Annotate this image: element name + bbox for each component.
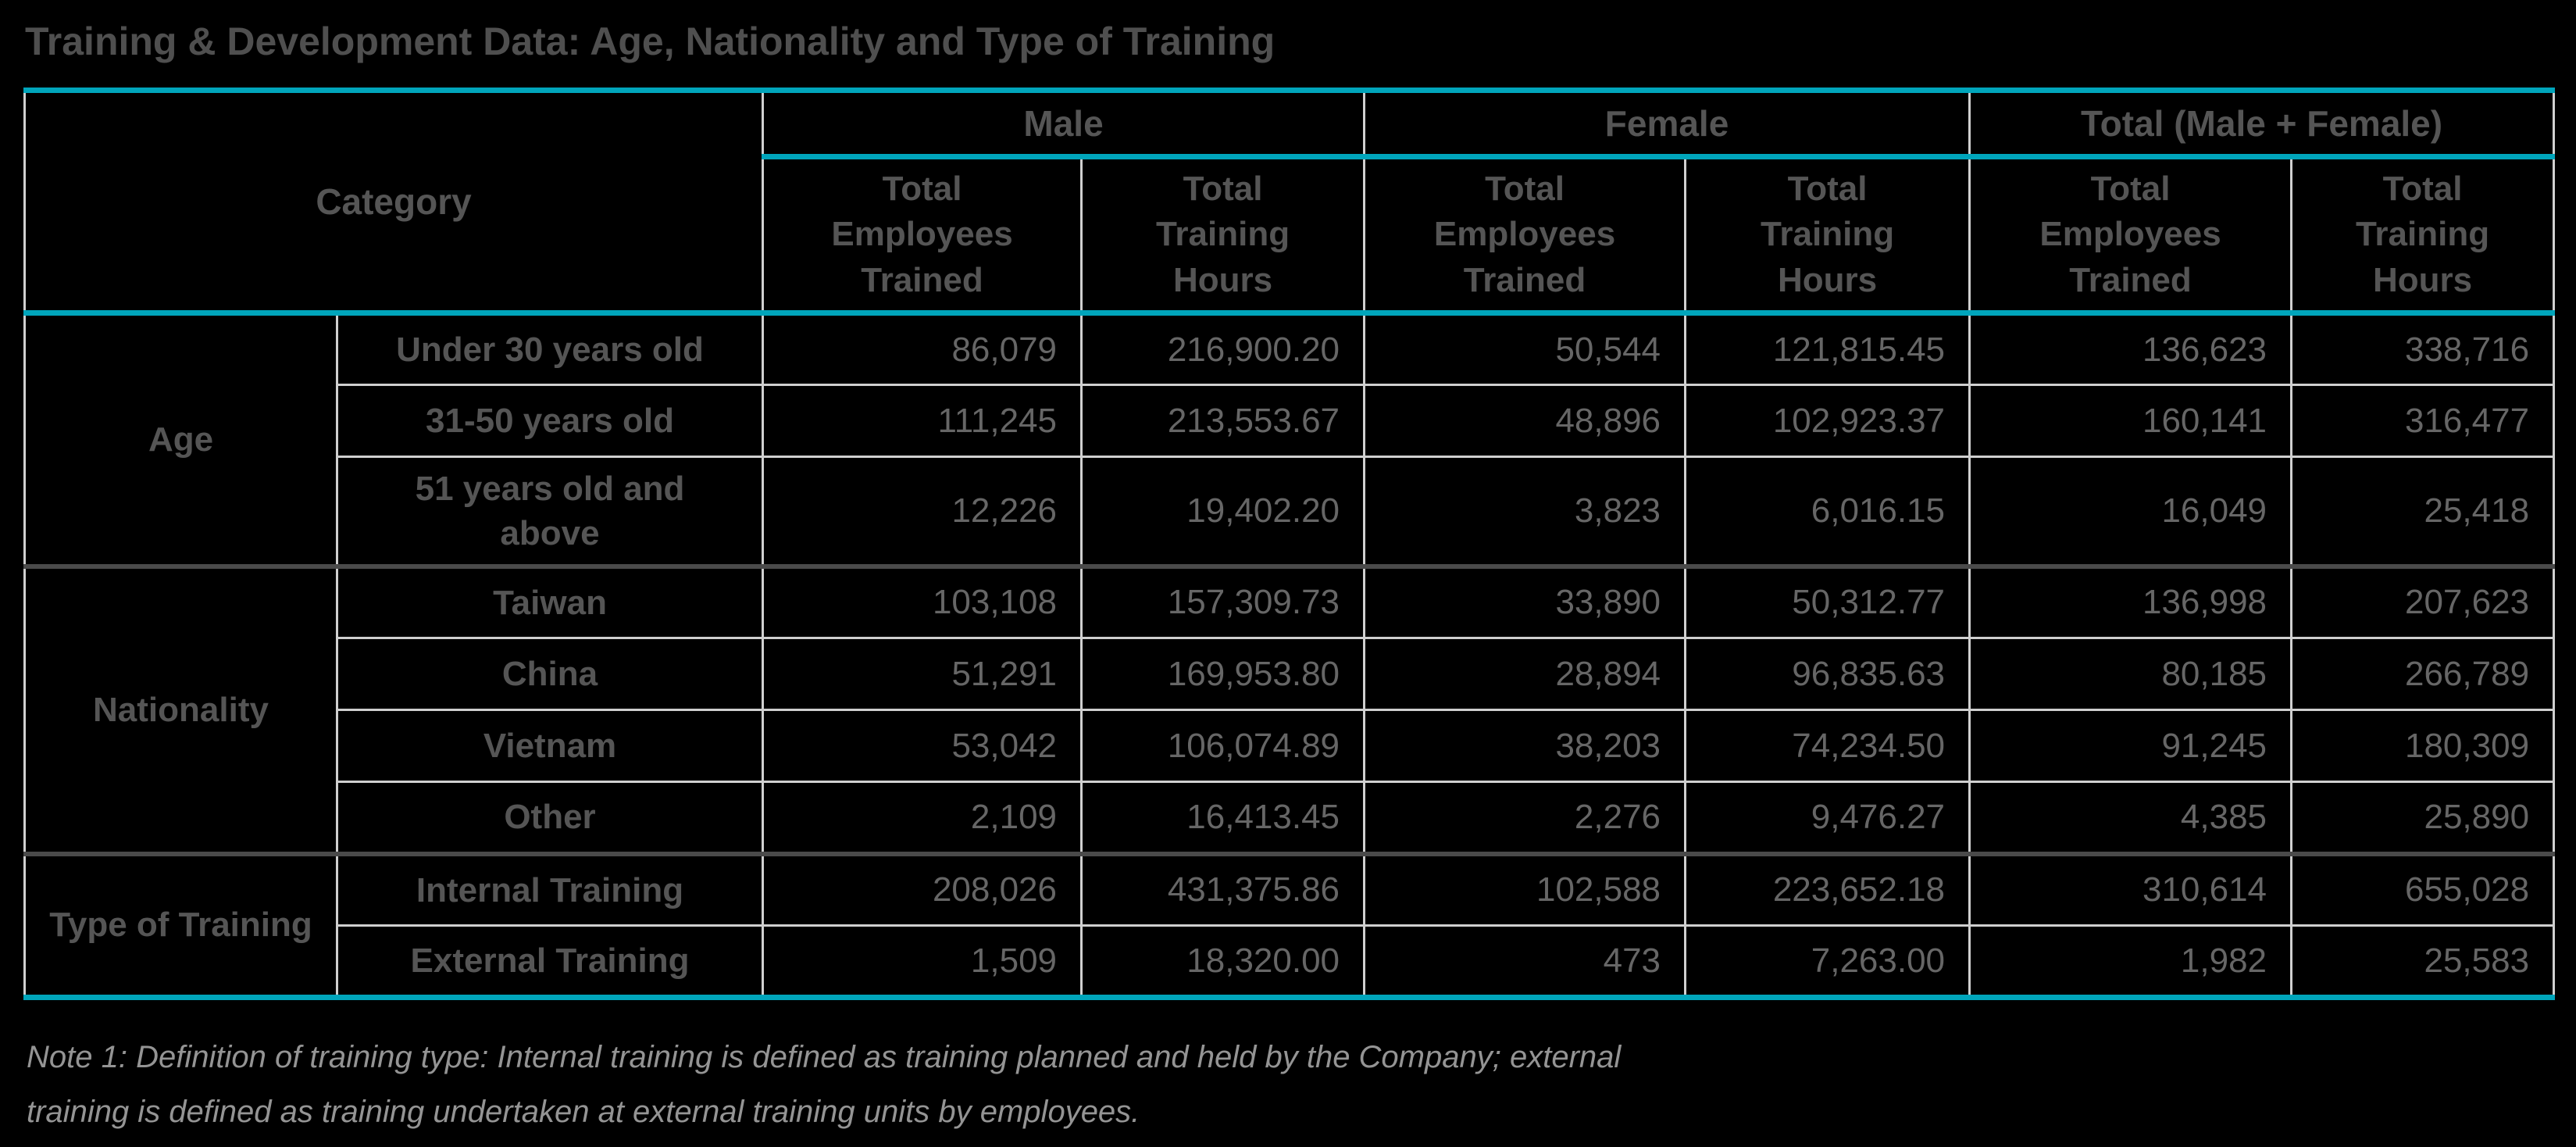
value-cell: 310,614 [1968, 851, 2292, 926]
value-cell: 213,553.67 [1080, 384, 1365, 457]
row-label: Internal Training [335, 851, 763, 926]
value-cell: 180,309 [2290, 709, 2554, 782]
value-cell: 33,890 [1363, 563, 1686, 638]
header-row-groups: Category Male Female Total (Male + Femal… [23, 90, 2554, 316]
row-label: Other [335, 781, 763, 854]
value-cell: 4,385 [1968, 781, 2292, 854]
subheader-total-employees: Total Employees Trained [1968, 156, 2292, 316]
table-row: 31-50 years old 111,245 213,553.67 48,89… [25, 384, 2554, 457]
group-cell-type-of-training: Type of Training [24, 851, 337, 998]
value-cell: 136,623 [1968, 310, 2292, 385]
value-cell: 16,413.45 [1080, 781, 1365, 854]
value-cell: 655,028 [2290, 851, 2554, 926]
value-cell: 106,074.89 [1080, 709, 1365, 782]
value-cell: 86,079 [762, 310, 1082, 385]
value-cell: 25,583 [2290, 924, 2554, 998]
row-label: 51 years old and above [335, 456, 763, 566]
row-label: Taiwan [335, 563, 763, 638]
row-label: China [335, 637, 763, 710]
subheader-male-employees: Total Employees Trained [762, 156, 1082, 316]
table-row: China 51,291 169,953.80 28,894 96,835.63… [25, 637, 2554, 710]
value-cell: 6,016.15 [1684, 456, 1970, 566]
header-male: Male [762, 90, 1365, 159]
value-cell: 216,900.20 [1080, 310, 1365, 385]
value-cell: 9,476.27 [1684, 781, 1970, 854]
value-cell: 136,998 [1968, 563, 2292, 638]
header-total: Total (Male + Female) [1968, 90, 2554, 159]
row-label: External Training [335, 924, 763, 998]
value-cell: 316,477 [2290, 384, 2554, 457]
value-cell: 50,544 [1363, 310, 1686, 385]
header-row-subcolumns: Total Employees Trained Total Training H… [25, 156, 2554, 316]
row-label: Vietnam [335, 709, 763, 782]
header-category: Category [23, 90, 765, 316]
value-cell: 102,923.37 [1684, 384, 1970, 457]
value-cell: 207,623 [2290, 563, 2554, 638]
value-cell: 38,203 [1363, 709, 1686, 782]
table-row: Other 2,109 16,413.45 2,276 9,476.27 4,3… [25, 781, 2554, 854]
subheader-male-hours: Total Training Hours [1080, 156, 1365, 316]
page-title: Training & Development Data: Age, Nation… [25, 20, 1276, 63]
value-cell: 266,789 [2290, 637, 2554, 710]
value-cell: 7,263.00 [1684, 924, 1970, 998]
value-cell: 16,049 [1968, 456, 2292, 566]
table-row: Age Under 30 years old 86,079 216,900.20… [24, 310, 2554, 566]
value-cell: 48,896 [1363, 384, 1686, 457]
value-cell: 121,815.45 [1684, 310, 1970, 385]
value-cell: 74,234.50 [1684, 709, 1970, 782]
value-cell: 50,312.77 [1684, 563, 1970, 638]
group-cell-nationality: Nationality [24, 563, 337, 854]
table-row: Type of Training Internal Training 208,0… [24, 851, 2554, 998]
value-cell: 3,823 [1363, 456, 1686, 566]
table-row: Nationality Taiwan 103,108 157,309.73 33… [24, 563, 2554, 854]
table-row: Vietnam 53,042 106,074.89 38,203 74,234.… [25, 709, 2554, 782]
value-cell: 102,588 [1363, 851, 1686, 926]
footnote-line-1: Note 1: Definition of training type: Int… [27, 1040, 1622, 1074]
value-cell: 111,245 [762, 384, 1082, 457]
value-cell: 96,835.63 [1684, 637, 1970, 710]
value-cell: 19,402.20 [1080, 456, 1365, 566]
row-label: Under 30 years old [335, 310, 763, 385]
table-row: External Training 1,509 18,320.00 473 7,… [25, 924, 2554, 998]
value-cell: 223,652.18 [1684, 851, 1970, 926]
table-row: 51 years old and above 12,226 19,402.20 … [25, 456, 2554, 566]
value-cell: 18,320.00 [1080, 924, 1365, 998]
value-cell: 51,291 [762, 637, 1082, 710]
value-cell: 169,953.80 [1080, 637, 1365, 710]
value-cell: 208,026 [762, 851, 1082, 926]
header-female: Female [1363, 90, 1970, 159]
footnote: Note 1: Definition of training type: Int… [27, 1030, 2553, 1139]
value-cell: 25,890 [2290, 781, 2554, 854]
row-label: 31-50 years old [335, 384, 763, 457]
value-cell: 1,509 [762, 924, 1082, 998]
value-cell: 473 [1363, 924, 1686, 998]
value-cell: 28,894 [1363, 637, 1686, 710]
value-cell: 431,375.86 [1080, 851, 1365, 926]
subheader-female-employees: Total Employees Trained [1363, 156, 1686, 316]
value-cell: 2,276 [1363, 781, 1686, 854]
subheader-female-hours: Total Training Hours [1684, 156, 1970, 316]
subheader-total-hours: Total Training Hours [2290, 156, 2554, 316]
value-cell: 157,309.73 [1080, 563, 1365, 638]
value-cell: 53,042 [762, 709, 1082, 782]
value-cell: 2,109 [762, 781, 1082, 854]
value-cell: 160,141 [1968, 384, 2292, 457]
value-cell: 103,108 [762, 563, 1082, 638]
value-cell: 1,982 [1968, 924, 2292, 998]
value-cell: 12,226 [762, 456, 1082, 566]
footnote-line-2: training is defined as training undertak… [27, 1095, 1140, 1129]
group-cell-age: Age [24, 310, 337, 566]
value-cell: 25,418 [2290, 456, 2554, 566]
value-cell: 80,185 [1968, 637, 2292, 710]
training-data-table: Category Male Female Total (Male + Femal… [23, 88, 2556, 1000]
value-cell: 91,245 [1968, 709, 2292, 782]
value-cell: 338,716 [2290, 310, 2554, 385]
